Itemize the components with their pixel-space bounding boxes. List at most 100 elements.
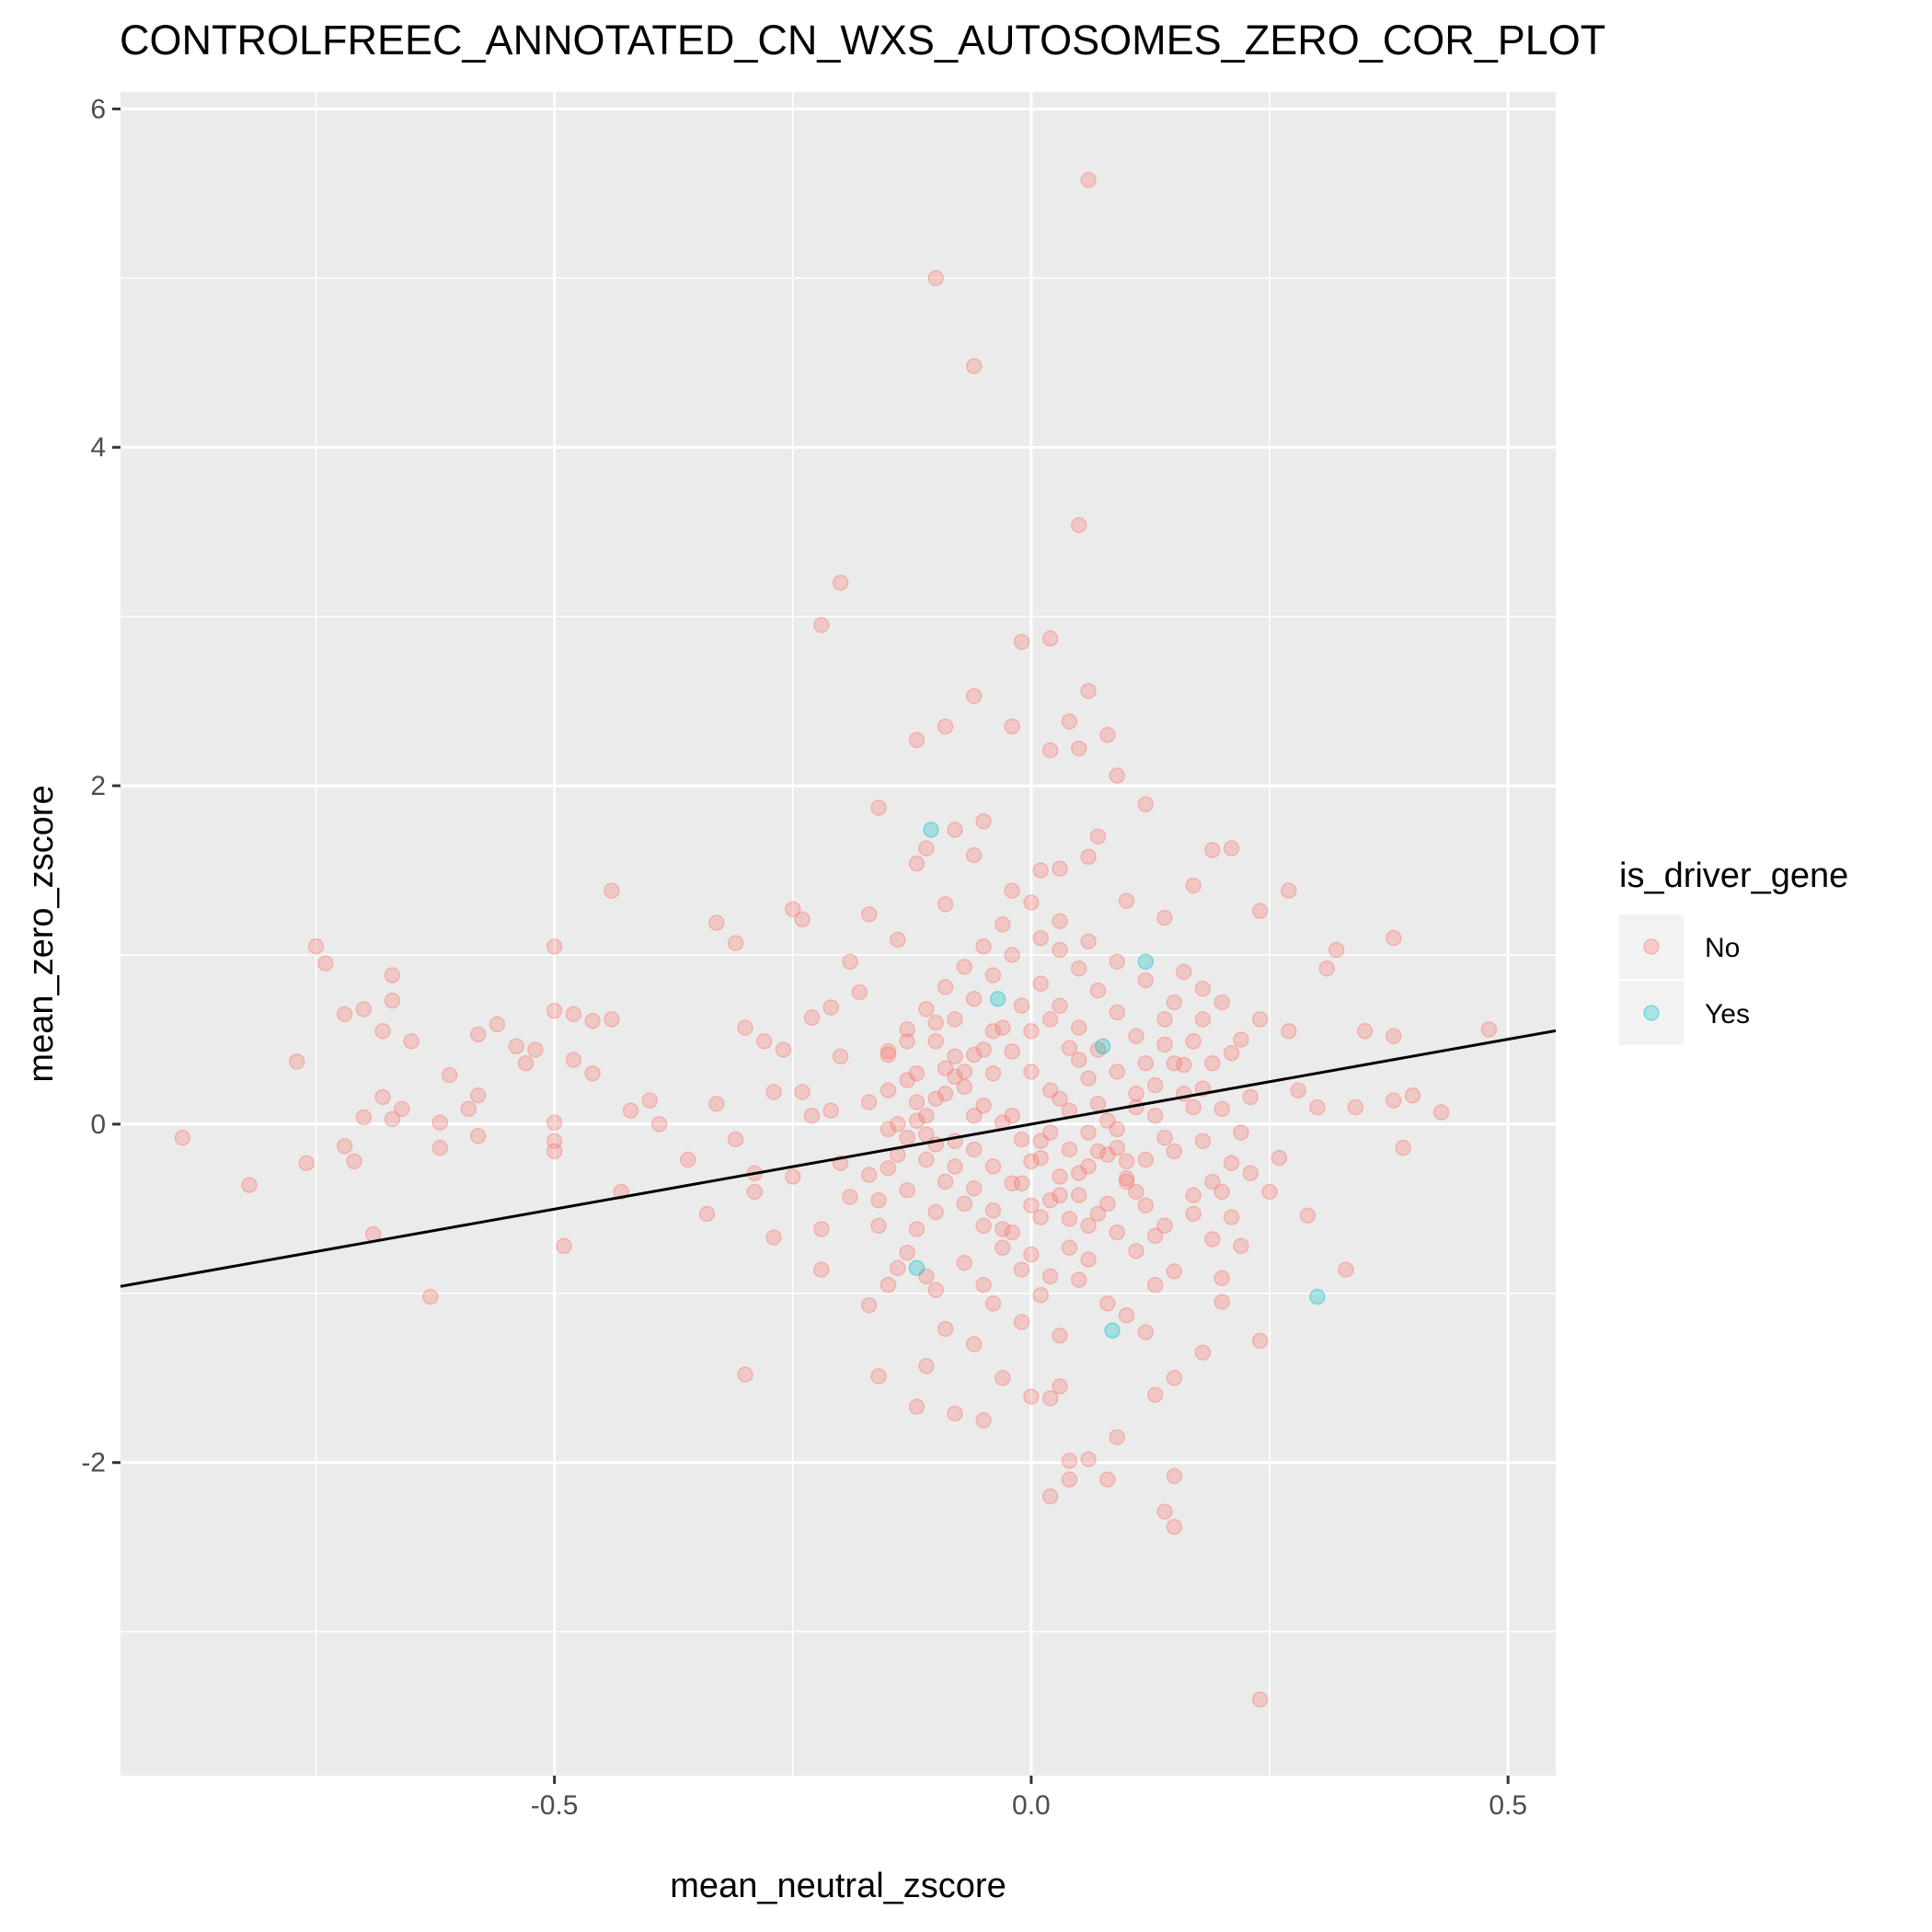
non-driver-gene-point xyxy=(746,1183,764,1201)
non-driver-gene-point xyxy=(775,1041,792,1058)
non-driver-gene-point xyxy=(1386,1028,1402,1045)
non-driver-gene-point xyxy=(1166,1370,1183,1386)
non-driver-gene-point xyxy=(1404,1087,1421,1104)
driver-gene-point xyxy=(1137,953,1155,971)
non-driver-gene-point xyxy=(374,1023,391,1040)
non-driver-gene-point xyxy=(1204,1231,1221,1248)
non-driver-gene-point xyxy=(965,1180,983,1197)
non-driver-gene-point xyxy=(1080,683,1097,699)
y-tick-label: 4 xyxy=(90,432,106,463)
legend-key-symbol xyxy=(1643,938,1660,955)
non-driver-gene-point xyxy=(860,1167,878,1183)
driver-gene-point xyxy=(908,1259,926,1276)
non-driver-gene-point xyxy=(1109,1224,1125,1241)
non-driver-gene-point xyxy=(918,1358,935,1374)
non-driver-gene-point xyxy=(1052,1328,1068,1344)
non-driver-gene-point xyxy=(1032,929,1050,947)
non-driver-gene-point xyxy=(965,1141,983,1158)
non-driver-gene-point xyxy=(1146,1227,1164,1245)
non-driver-gene-point xyxy=(1099,1195,1116,1213)
non-driver-gene-point xyxy=(984,967,1002,983)
non-driver-gene-point xyxy=(1185,1205,1202,1223)
regression-line-group xyxy=(120,1029,1557,1288)
non-driver-gene-point xyxy=(927,270,944,287)
non-driver-gene-point xyxy=(1251,903,1269,919)
non-driver-gene-point xyxy=(422,1288,439,1305)
non-driver-gene-point xyxy=(1128,1183,1144,1201)
non-driver-gene-point xyxy=(832,574,849,592)
non-driver-gene-point xyxy=(622,1102,639,1119)
non-driver-gene-point xyxy=(860,1094,878,1110)
non-driver-gene-point xyxy=(469,1087,487,1104)
non-driver-gene-point xyxy=(1395,1139,1411,1156)
non-driver-gene-point xyxy=(1118,1153,1135,1170)
legend: is_driver_gene No Yes xyxy=(1619,857,1848,1045)
non-driver-gene-point xyxy=(1251,1691,1269,1708)
plot-panel xyxy=(121,92,1556,1776)
non-driver-gene-point xyxy=(1023,1246,1040,1263)
non-driver-gene-point xyxy=(1089,1041,1107,1058)
non-driver-gene-point xyxy=(880,1276,897,1294)
non-driver-gene-point xyxy=(1013,633,1030,650)
non-driver-gene-point xyxy=(822,1102,839,1119)
non-driver-gene-point xyxy=(1099,1471,1116,1488)
non-driver-gene-point xyxy=(794,1084,811,1100)
non-driver-gene-point xyxy=(1041,1011,1059,1028)
non-driver-gene-point xyxy=(813,616,830,634)
driver-gene-point xyxy=(1094,1038,1111,1055)
non-driver-gene-point xyxy=(1080,848,1097,866)
non-driver-gene-point xyxy=(1061,1239,1078,1256)
non-driver-gene-point xyxy=(851,983,868,1001)
non-driver-gene-point xyxy=(965,358,983,374)
non-driver-gene-point xyxy=(1041,630,1059,647)
non-driver-gene-point xyxy=(927,1203,944,1221)
non-driver-gene-point xyxy=(908,1064,926,1082)
non-driver-gene-point xyxy=(1128,1243,1144,1259)
non-driver-gene-point xyxy=(1023,1064,1040,1080)
non-driver-gene-point xyxy=(965,991,983,1007)
non-driver-gene-point xyxy=(431,1139,448,1156)
non-driver-gene-point xyxy=(1185,1098,1202,1116)
non-driver-gene-point xyxy=(890,931,906,949)
non-driver-gene-point xyxy=(1156,1011,1173,1028)
non-driver-gene-point xyxy=(1109,1121,1125,1138)
non-driver-gene-point xyxy=(975,1041,992,1058)
non-driver-gene-point xyxy=(947,1068,963,1086)
non-driver-gene-point xyxy=(1233,1124,1249,1141)
non-driver-gene-point xyxy=(1309,1098,1326,1116)
non-driver-gene-point xyxy=(1004,1175,1020,1192)
non-driver-gene-point xyxy=(708,1096,725,1112)
non-driver-gene-point xyxy=(899,1033,915,1050)
non-driver-gene-point xyxy=(1109,1139,1125,1156)
regression-line xyxy=(120,1029,1557,1288)
non-driver-gene-point xyxy=(1052,913,1068,929)
non-driver-gene-point xyxy=(737,1019,753,1036)
non-driver-gene-point xyxy=(1128,1028,1144,1045)
non-driver-gene-point xyxy=(1080,1217,1097,1235)
non-driver-gene-point xyxy=(1242,1088,1259,1106)
non-driver-gene-point xyxy=(880,1082,897,1098)
non-driver-gene-point xyxy=(336,1138,353,1155)
non-driver-gene-point xyxy=(1328,941,1345,959)
non-driver-gene-point xyxy=(517,1054,535,1072)
legend-key-box xyxy=(1619,914,1684,979)
non-driver-gene-point xyxy=(1052,1187,1068,1203)
non-driver-gene-point xyxy=(755,1033,773,1050)
x-tick-label: 0.0 xyxy=(1012,1790,1051,1821)
non-driver-gene-point xyxy=(384,967,401,983)
driver-gene-point xyxy=(1104,1322,1121,1340)
non-driver-gene-point xyxy=(584,1064,601,1082)
non-driver-gene-point xyxy=(860,906,878,923)
non-driver-gene-point xyxy=(813,1261,830,1278)
non-driver-gene-point xyxy=(508,1038,524,1055)
non-driver-gene-point xyxy=(995,1370,1011,1386)
non-driver-gene-point xyxy=(698,1205,716,1223)
axes: -0.5 0.0 0.5 -2 0 2 4 6 xyxy=(81,94,1527,1821)
non-driver-gene-point xyxy=(1156,909,1173,926)
non-driver-gene-point xyxy=(937,1060,954,1076)
non-driver-gene-point xyxy=(908,1398,926,1415)
y-tick-label: 0 xyxy=(90,1110,106,1140)
non-driver-gene-point xyxy=(937,896,954,913)
non-driver-gene-point xyxy=(937,1320,954,1338)
non-driver-gene-point xyxy=(975,812,992,830)
